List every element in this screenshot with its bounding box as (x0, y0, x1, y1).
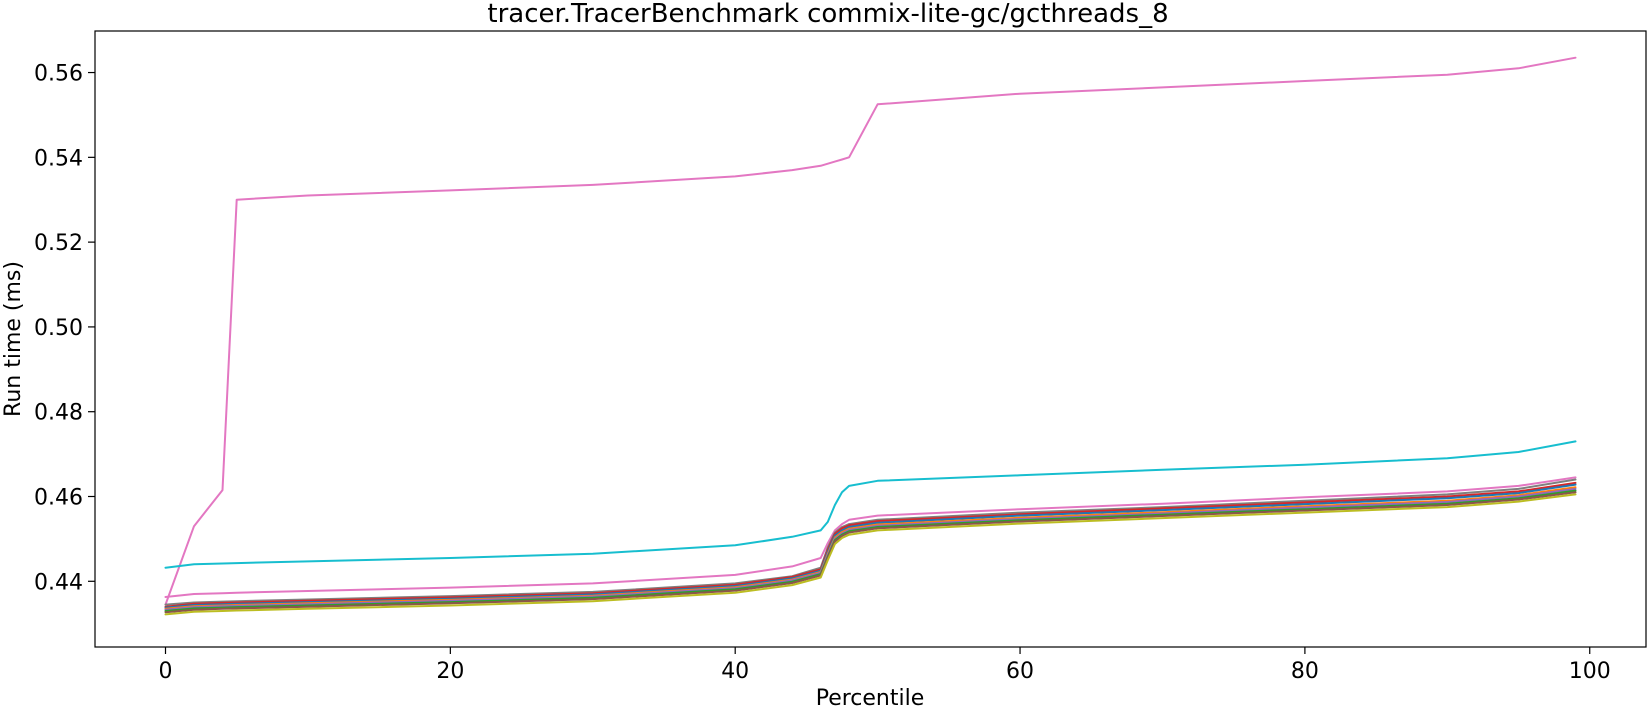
x-tick-label: 100 (1569, 659, 1611, 684)
y-tick-label: 0.50 (34, 316, 83, 341)
series-line-3 (164, 476, 1577, 598)
x-axis: 0 20 40 60 80 100 (159, 647, 1611, 684)
y-axis: 0.44 0.46 0.48 0.50 0.52 0.54 0.56 (34, 62, 95, 595)
y-tick-label: 0.48 (34, 401, 83, 426)
y-axis-label: Run time (ms) (1, 261, 26, 417)
y-tick-label: 0.52 (34, 231, 83, 256)
x-axis-label: Percentile (816, 686, 925, 710)
y-tick-label: 0.56 (34, 62, 83, 87)
series-line-4 (164, 478, 1577, 606)
series-line-1 (164, 56, 1577, 606)
y-tick-label: 0.46 (34, 485, 83, 510)
plot-frame (94, 30, 1647, 648)
series-line-2 (164, 440, 1577, 569)
x-tick-label: 80 (1291, 659, 1319, 684)
x-tick-label: 0 (159, 659, 173, 684)
x-tick-label: 40 (721, 659, 749, 684)
x-tick-label: 20 (436, 659, 464, 684)
series-line-11 (164, 493, 1577, 616)
y-tick-label: 0.44 (34, 570, 83, 595)
chart-title: tracer.TracerBenchmark commix-lite-gc/gc… (487, 0, 1168, 29)
plot-area (164, 56, 1577, 616)
x-tick-label: 60 (1006, 659, 1034, 684)
y-tick-label: 0.54 (34, 146, 83, 171)
